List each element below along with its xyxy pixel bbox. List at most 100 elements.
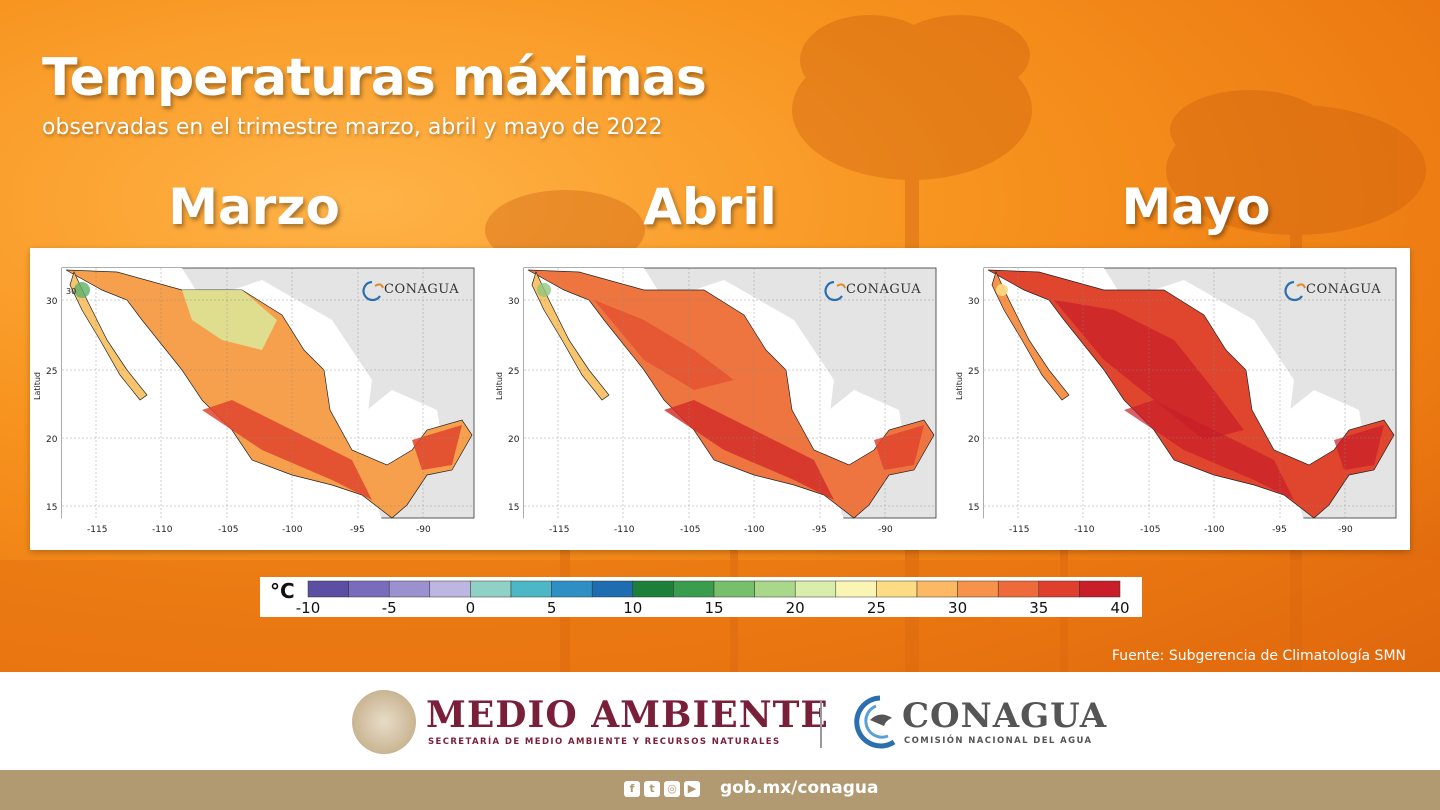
lat-tick-20: 20 [968, 435, 980, 445]
lon-tick: -100 [1204, 525, 1225, 535]
footer: MEDIO AMBIENTE SECRETARÍA DE MEDIO AMBIE… [0, 672, 1440, 770]
map-logo-text: CONAGUA [1306, 282, 1381, 297]
scale-tick-label: 0 [466, 599, 476, 617]
lat-tick-30: 30 [46, 297, 58, 307]
lat-axis-label: Latitud [955, 372, 964, 400]
scale-swatch [876, 580, 918, 598]
scale-tick-label: 35 [1029, 599, 1048, 617]
map-logo-text: CONAGUA [846, 282, 921, 297]
source-note: Fuente: Subgerencia de Climatología SMN [1111, 648, 1406, 664]
scale-tick-label: 20 [786, 599, 805, 617]
map-march: 30 30 25 20 15 Latitud -115 -110 -105 -1… [33, 267, 475, 535]
lat-tick: 30 [66, 287, 76, 296]
instagram-icon[interactable]: ◎ [664, 781, 680, 797]
scale-swatch [713, 580, 755, 598]
map-logo-text: CONAGUA [384, 282, 459, 297]
agency-subtitle: COMISIÓN NACIONAL DEL AGUA [904, 736, 1093, 746]
scale-swatch [997, 580, 1040, 598]
scale-tick-label: -5 [382, 599, 397, 617]
scale-swatch [551, 580, 593, 598]
palm-silhouettes [0, 15, 1440, 672]
lat-tick-25: 25 [968, 367, 979, 377]
lat-tick-20: 20 [508, 435, 520, 445]
conagua-logo-icon [824, 280, 846, 302]
scale-tick-label: 10 [623, 599, 642, 617]
lat-tick-25: 25 [46, 367, 57, 377]
lat-tick-30: 30 [508, 297, 520, 307]
scale-swatch [591, 580, 634, 598]
scale-tick-label: 15 [704, 599, 723, 617]
color-scale: °C -10 -5 0 5 10 15 20 25 30 35 40 [260, 577, 1142, 617]
lon-tick: -105 [218, 525, 238, 535]
conagua-icon [854, 695, 896, 749]
lat-tick-20: 20 [46, 435, 58, 445]
conagua-logo-icon [1284, 280, 1306, 302]
page-subtitle: observadas en el trimestre marzo, abril … [42, 115, 663, 140]
map-may: 30 25 20 15 Latitud -115 -110 -105 -100 … [955, 267, 1397, 535]
lon-tick: -105 [1140, 525, 1160, 535]
lon-tick: -110 [1074, 525, 1095, 535]
scale-swatch [510, 580, 552, 598]
scale-swatch [348, 580, 390, 598]
scale-swatch [673, 580, 715, 598]
scale-tick-label: 25 [867, 599, 886, 617]
scale-tick-label: 30 [948, 599, 967, 617]
lon-tick: -115 [1009, 525, 1029, 535]
lat-tick-15: 15 [968, 503, 979, 513]
scale-swatch [307, 580, 349, 598]
lat-axis-label: Latitud [33, 372, 42, 400]
lon-tick: -95 [350, 525, 365, 535]
scale-swatch [1038, 580, 1080, 598]
scale-unit: °C [270, 579, 295, 603]
page-title: Temperaturas máximas [42, 48, 707, 108]
scale-tick-label: -10 [296, 599, 321, 617]
lon-tick: -110 [614, 525, 635, 535]
scale-swatch [632, 580, 674, 598]
lon-tick: -95 [1272, 525, 1287, 535]
scale-swatch [957, 580, 999, 598]
lat-axis-label: Latitud [495, 372, 504, 400]
lon-tick: -100 [282, 525, 303, 535]
lon-tick: -105 [680, 525, 700, 535]
scale-swatch [388, 580, 431, 598]
scale-tick-label: 40 [1110, 599, 1129, 617]
scale-swatch [429, 580, 471, 598]
map-april: 30 25 20 15 Latitud -115 -110 -105 -100 … [495, 267, 937, 535]
scale-swatch [754, 580, 796, 598]
scale-tick-label: 5 [547, 599, 557, 617]
lon-tick: -115 [87, 525, 107, 535]
lon-tick: -100 [744, 525, 765, 535]
month-label-may: Mayo [1121, 178, 1271, 236]
agency-title: CONAGUA [902, 696, 1108, 736]
lon-tick: -110 [152, 525, 173, 535]
scale-swatch [835, 580, 877, 598]
footer-divider [820, 700, 822, 748]
mexico-seal-icon [352, 690, 416, 754]
ministry-subtitle: SECRETARÍA DE MEDIO AMBIENTE Y RECURSOS … [428, 737, 781, 747]
scale-swatch [916, 580, 958, 598]
social-links: f t ◎ ▶ [624, 781, 700, 797]
facebook-icon[interactable]: f [624, 781, 640, 797]
ministry-title: MEDIO AMBIENTE [426, 694, 829, 736]
website-link[interactable]: gob.mx/conagua [720, 778, 879, 798]
lat-tick-15: 15 [46, 503, 57, 513]
lon-tick: -90 [878, 525, 893, 535]
scale-swatch [794, 580, 837, 598]
lat-tick-30: 30 [968, 297, 980, 307]
lon-tick: -90 [416, 525, 431, 535]
lon-tick: -90 [1338, 525, 1353, 535]
bottom-bar: f t ◎ ▶ gob.mx/conagua [0, 770, 1440, 810]
lon-tick: -95 [812, 525, 827, 535]
twitter-icon[interactable]: t [644, 781, 660, 797]
scale-bar: -10 -5 0 5 10 15 20 25 30 35 40 [296, 580, 1130, 617]
conagua-logo-icon [362, 280, 384, 302]
scale-swatch [470, 580, 512, 598]
month-label-march: Marzo [168, 178, 340, 236]
maps-panel: 30 30 25 20 15 Latitud -115 -110 -105 -1… [30, 248, 1410, 550]
lat-tick-25: 25 [508, 367, 519, 377]
youtube-icon[interactable]: ▶ [684, 781, 700, 797]
month-label-april: Abril [643, 178, 777, 236]
lon-tick: -115 [549, 525, 569, 535]
lat-tick-15: 15 [508, 503, 519, 513]
scale-swatch [1079, 580, 1121, 598]
